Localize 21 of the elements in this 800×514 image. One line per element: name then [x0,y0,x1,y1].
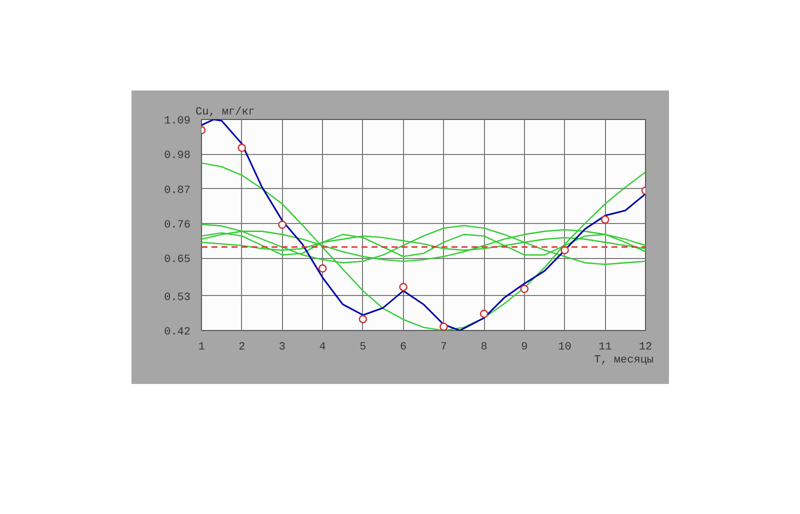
y-tick-label: 0.65 [164,254,190,266]
y-tick-label: 0.98 [164,150,190,162]
y-tick-label: 0.76 [164,219,190,232]
x-tick-label: 2 [238,342,246,354]
x-tick-label: 6 [400,342,407,354]
x-tick-label: 5 [360,342,366,354]
y-tick-label: 0.87 [164,184,190,197]
y-tick-label: 0.53 [164,292,190,304]
x-tick-label: 9 [521,342,528,354]
y-tick-label: 1.09 [164,116,190,128]
x-tick-label: 11 [598,342,612,354]
y-axis-title: Cu, мг/кг [196,106,255,118]
x-tick-label: 10 [558,342,572,354]
x-tick-label: 4 [319,342,326,354]
y-tick-label: 0.42 [164,326,190,338]
x-tick-label: 3 [278,342,286,354]
x-tick-label: 8 [480,342,488,354]
x-tick-label: 12 [638,342,652,354]
x-tick-label: 7 [440,342,447,354]
x-tick-label: 1 [198,342,206,354]
x-axis-title: T, месяцы [594,354,654,366]
